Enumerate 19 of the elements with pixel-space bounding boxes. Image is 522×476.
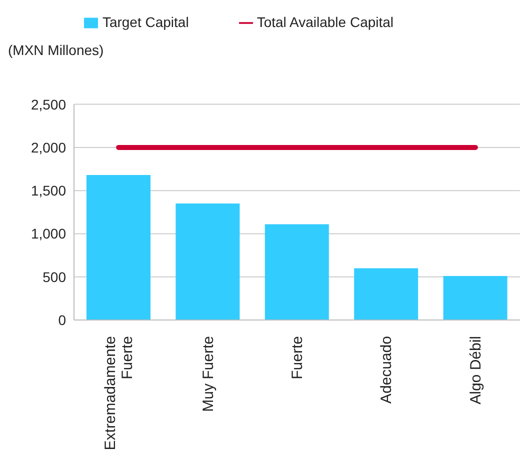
legend-label: Target Capital xyxy=(102,14,189,30)
bar xyxy=(176,204,240,320)
y-tick-label: 2,000 xyxy=(30,139,66,156)
x-tick-label: Adecuado xyxy=(378,336,396,404)
y-axis-title: (MXN Millones) xyxy=(8,42,104,58)
bar xyxy=(264,224,329,320)
x-tick-label: Extremadamente Fuerte xyxy=(102,336,136,450)
y-tick-label: 2,500 xyxy=(30,96,66,112)
x-tick-label: Algo Débil xyxy=(467,336,484,404)
legend-label: Total Available Capital xyxy=(256,14,394,30)
x-tick-label: Muy Fuerte xyxy=(200,336,217,412)
y-tick-label: 1,000 xyxy=(30,226,66,242)
y-tick-label: 1,500 xyxy=(30,182,66,199)
bar xyxy=(86,175,150,320)
y-tick-label: 0 xyxy=(58,312,66,328)
bar xyxy=(443,276,508,320)
y-tick-label: 500 xyxy=(42,268,66,285)
x-tick-label: Fuerte xyxy=(289,336,306,380)
bar xyxy=(354,268,418,320)
